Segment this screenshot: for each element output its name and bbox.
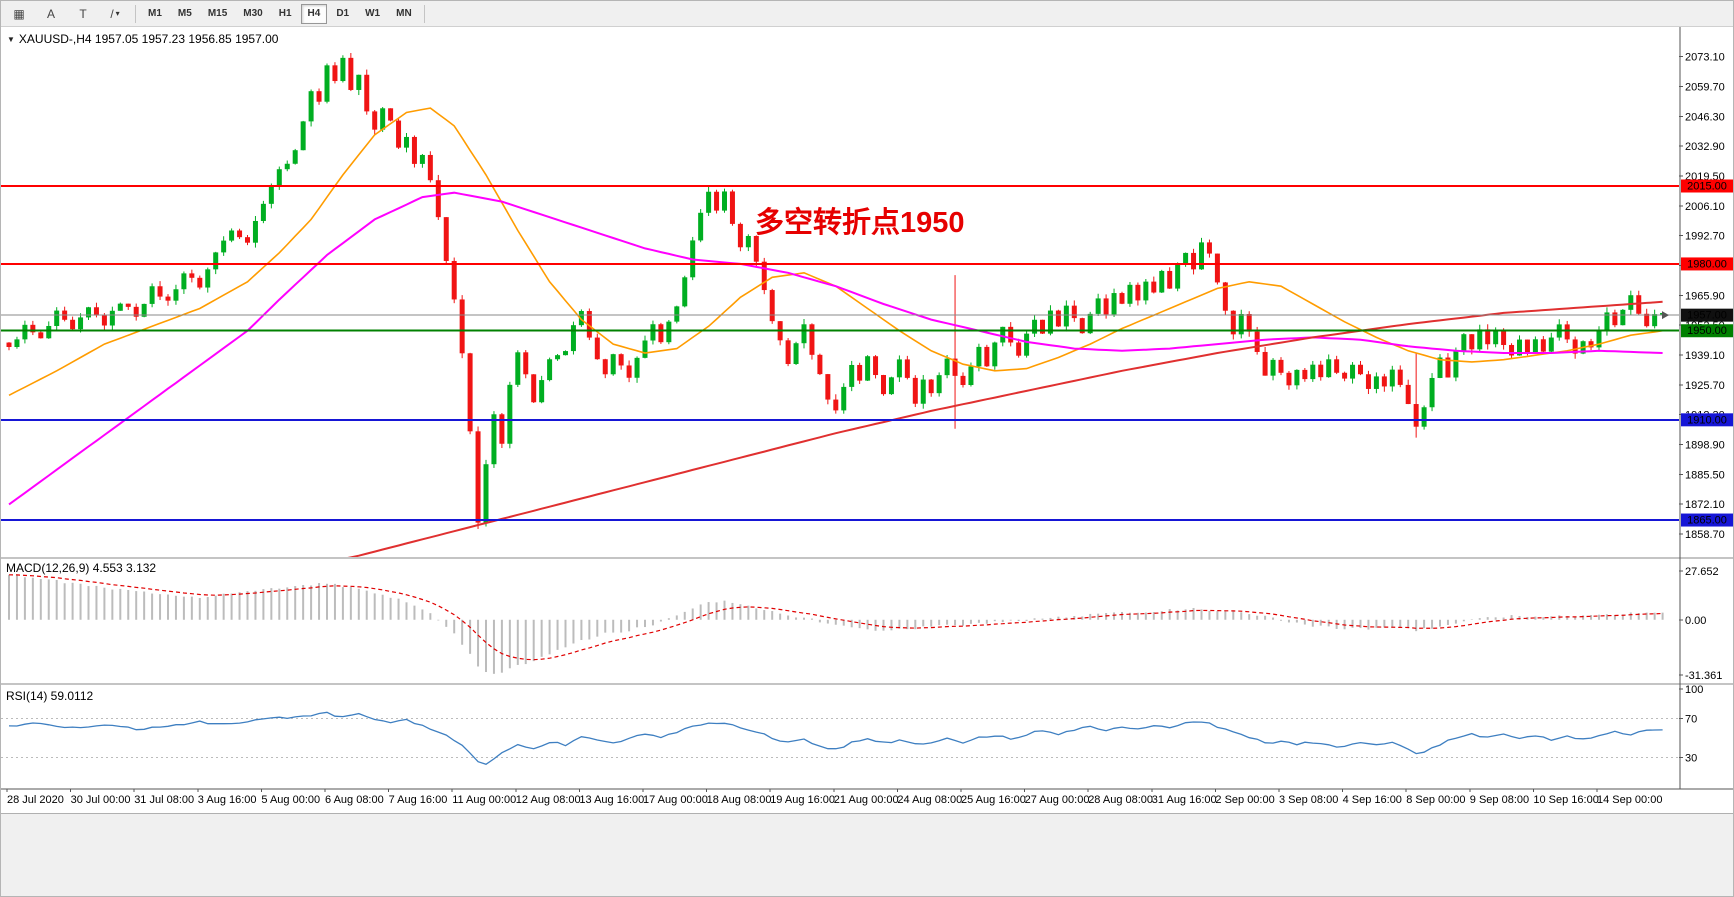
svg-text:31 Jul 08:00: 31 Jul 08:00	[134, 794, 194, 806]
svg-text:2059.70: 2059.70	[1685, 81, 1725, 93]
horizontal-level-lines[interactable]	[1, 185, 1679, 522]
ma-mid-magenta-line	[8, 191, 1663, 506]
price-pane	[1, 52, 1679, 557]
svg-text:17 Aug 00:00: 17 Aug 00:00	[643, 794, 708, 806]
timeframe-button-d1[interactable]: D1	[336, 8, 350, 19]
svg-text:5 Aug 00:00: 5 Aug 00:00	[261, 794, 320, 806]
text-annotation-tool-button[interactable]: A	[46, 6, 55, 21]
svg-text:4 Sep 16:00: 4 Sep 16:00	[1343, 794, 1402, 806]
template-tool-button[interactable]: T	[79, 6, 87, 21]
svg-text:30: 30	[1685, 753, 1697, 765]
candlestick-series	[6, 52, 1666, 529]
chart-toolbar: ▦ A T / ▾ M1 M5 M15 M30 H1 H4 D1 W1 MN	[1, 1, 1733, 27]
timeframe-button-w1[interactable]: W1	[365, 8, 381, 19]
rsi-pane: 100 70 30	[1, 684, 1703, 766]
timeframe-button-m1[interactable]: M1	[148, 8, 162, 19]
svg-text:12 Aug 08:00: 12 Aug 08:00	[516, 794, 581, 806]
svg-text:2032.90: 2032.90	[1685, 141, 1725, 153]
tick-chart-grid-icon[interactable]: ▦	[13, 6, 25, 21]
timeframe-button-m5[interactable]: M5	[177, 8, 192, 19]
svg-text:2006.10: 2006.10	[1685, 201, 1725, 213]
svg-text:3 Sep 08:00: 3 Sep 08:00	[1279, 794, 1338, 806]
svg-text:1885.50: 1885.50	[1685, 469, 1725, 481]
svg-text:1872.10: 1872.10	[1685, 499, 1725, 511]
toolbar-timeframes-group: M1 M5 M15 M30 H1 H4 D1 W1 MN	[141, 3, 419, 24]
svg-text:27 Aug 00:00: 27 Aug 00:00	[1025, 794, 1090, 806]
svg-text:6 Aug 08:00: 6 Aug 08:00	[325, 794, 384, 806]
price-scale-badges: 2015.00 1980.00 1950.00 1910.00 1865.00 1957.…	[1681, 179, 1733, 527]
svg-text:1939.10: 1939.10	[1685, 350, 1725, 362]
chart-canvas[interactable]: 2073.102059.702046.302032.902019.502006.…	[1, 27, 1734, 813]
rsi-indicator-label: RSI(14) 59.0112	[6, 689, 94, 703]
timeframe-button-m30[interactable]: M30	[243, 8, 263, 19]
svg-text:1957.00: 1957.00	[1687, 310, 1727, 322]
dropdown-caret-icon: ▾	[115, 9, 120, 18]
svg-text:18 Aug 08:00: 18 Aug 08:00	[707, 794, 772, 806]
toolbar-separator	[135, 4, 136, 23]
svg-text:14 Sep 00:00: 14 Sep 00:00	[1597, 794, 1662, 806]
svg-text:1865.00: 1865.00	[1687, 515, 1727, 527]
symbol-ohlc-text: XAUUSD-,H4 1957.05 1957.23 1956.85 1957.…	[18, 32, 279, 46]
window-bottom-area	[1, 813, 1733, 896]
ma-slow-red-line	[347, 300, 1663, 557]
svg-text:13 Aug 16:00: 13 Aug 16:00	[579, 794, 644, 806]
rsi-line	[8, 711, 1663, 766]
svg-text:10 Sep 16:00: 10 Sep 16:00	[1533, 794, 1598, 806]
svg-text:1858.70: 1858.70	[1685, 529, 1725, 541]
svg-text:2015.00: 2015.00	[1687, 181, 1727, 193]
macd-indicator-label: MACD(12,26,9) 4.553 3.132	[6, 561, 157, 575]
svg-text:9 Sep 08:00: 9 Sep 08:00	[1470, 794, 1529, 806]
svg-text:7 Aug 16:00: 7 Aug 16:00	[389, 794, 448, 806]
svg-text:8 Sep 00:00: 8 Sep 00:00	[1406, 794, 1465, 806]
one-click-trading-collapse-icon[interactable]: ▼	[7, 34, 15, 44]
svg-text:1950.00: 1950.00	[1687, 325, 1727, 337]
svg-text:1910.00: 1910.00	[1687, 414, 1727, 426]
timeframe-button-m15[interactable]: M15	[207, 8, 228, 19]
symbol-ohlc-header: ▼ XAUUSD-,H4 1957.05 1957.23 1956.85 195…	[7, 32, 278, 46]
draw-line-tools-dropdown[interactable]: / ▾	[110, 6, 120, 21]
svg-text:25 Aug 16:00: 25 Aug 16:00	[961, 794, 1026, 806]
svg-text:30 Jul 00:00: 30 Jul 00:00	[71, 794, 131, 806]
svg-text:1992.70: 1992.70	[1685, 231, 1725, 243]
svg-text:1980.00: 1980.00	[1687, 258, 1727, 270]
svg-text:27.652: 27.652	[1685, 566, 1719, 578]
svg-text:11 Aug 00:00: 11 Aug 00:00	[452, 794, 516, 806]
timeframe-button-mn[interactable]: MN	[396, 8, 412, 19]
chart-annotation[interactable]: 多空转折点1950	[755, 207, 965, 239]
macd-signal-line	[8, 574, 1663, 661]
svg-text:0.00: 0.00	[1685, 615, 1706, 627]
toolbar-separator	[423, 4, 425, 23]
svg-text:1898.90: 1898.90	[1685, 440, 1725, 452]
time-axis-labels: 28 Jul 2020 30 Jul 00:00 31 Jul 08:00 3 Aug…	[6, 789, 1662, 806]
svg-text:2 Sep 00:00: 2 Sep 00:00	[1215, 794, 1274, 806]
macd-pane: 27.652 0.00 -31.361	[8, 566, 1722, 682]
current-price-marker-icon	[1662, 311, 1669, 320]
svg-text:1925.70: 1925.70	[1685, 380, 1725, 392]
svg-text:28 Aug 08:00: 28 Aug 08:00	[1088, 794, 1153, 806]
svg-text:2073.10: 2073.10	[1685, 52, 1725, 64]
svg-text:21 Aug 00:00: 21 Aug 00:00	[834, 794, 899, 806]
svg-text:28 Jul 2020: 28 Jul 2020	[7, 794, 64, 806]
ma-fast-orange-line	[8, 107, 1663, 397]
svg-text:-31.361: -31.361	[1685, 670, 1722, 682]
svg-text:31 Aug 16:00: 31 Aug 16:00	[1152, 794, 1217, 806]
svg-text:3 Aug 16:00: 3 Aug 16:00	[198, 794, 257, 806]
svg-text:1965.90: 1965.90	[1685, 290, 1725, 302]
timeframe-button-h4[interactable]: H4	[300, 3, 328, 24]
timeframe-button-h1[interactable]: H1	[278, 8, 292, 19]
svg-text:70: 70	[1685, 713, 1697, 725]
price-axis-labels: 2073.102059.702046.302032.902019.502006.…	[1679, 52, 1725, 541]
svg-text:100: 100	[1685, 684, 1703, 696]
svg-text:19 Aug 16:00: 19 Aug 16:00	[770, 794, 835, 806]
toolbar-tools-group: ▦ A T / ▾	[4, 3, 130, 25]
svg-text:2046.30: 2046.30	[1685, 111, 1725, 123]
svg-text:24 Aug 08:00: 24 Aug 08:00	[897, 794, 962, 806]
